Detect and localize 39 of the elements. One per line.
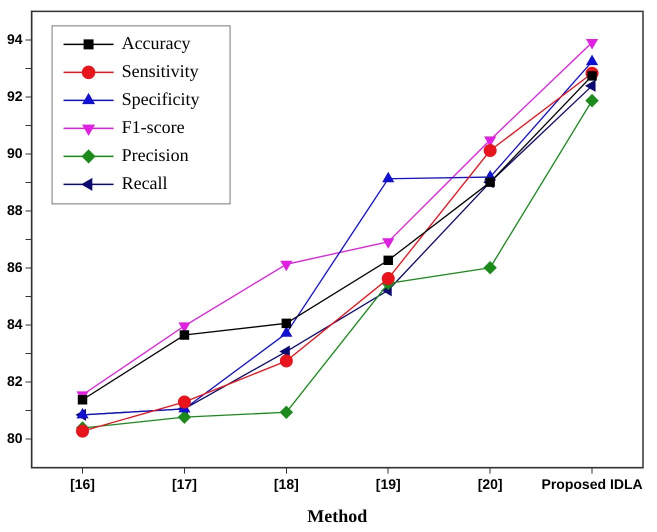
point bbox=[76, 424, 90, 438]
point bbox=[178, 410, 191, 424]
point bbox=[178, 396, 191, 409]
x-axis-title: Method bbox=[307, 506, 368, 526]
legend-label: Specificity bbox=[122, 89, 200, 110]
point bbox=[383, 256, 393, 266]
point bbox=[180, 330, 190, 340]
point bbox=[280, 346, 290, 358]
y-tick-label: 82 bbox=[6, 372, 23, 389]
point bbox=[586, 38, 598, 49]
y-tick-label: 88 bbox=[6, 202, 23, 218]
x-tick-label: [18] bbox=[274, 476, 299, 492]
point bbox=[382, 238, 394, 248]
legend-label: Precision bbox=[122, 145, 189, 166]
legend-label: F1-score bbox=[122, 117, 185, 138]
legend-label: Accuracy bbox=[122, 33, 191, 54]
x-tick-label: [19] bbox=[376, 476, 401, 492]
point bbox=[280, 354, 293, 368]
point bbox=[586, 94, 599, 108]
point bbox=[586, 80, 596, 92]
point bbox=[280, 260, 292, 271]
point bbox=[484, 261, 497, 274]
point bbox=[382, 272, 395, 286]
x-tick-label: [16] bbox=[70, 476, 95, 492]
x-tick-label: [17] bbox=[172, 476, 197, 492]
legend-label: Sensitivity bbox=[122, 61, 199, 82]
point bbox=[78, 395, 88, 404]
point bbox=[280, 406, 293, 419]
y-tick-label: 92 bbox=[6, 88, 23, 104]
x-tick-label: Proposed IDLA bbox=[541, 476, 643, 492]
y-tick-label: 84 bbox=[6, 316, 23, 332]
point bbox=[484, 144, 497, 158]
y-tick-label: 80 bbox=[6, 430, 23, 446]
legend-label: Recall bbox=[122, 173, 168, 194]
y-tick-label: 94 bbox=[6, 30, 23, 47]
y-tick-label: 90 bbox=[6, 144, 23, 161]
x-tick-label: [20] bbox=[478, 476, 503, 492]
point bbox=[282, 318, 292, 328]
y-tick-label: 86 bbox=[6, 258, 23, 275]
